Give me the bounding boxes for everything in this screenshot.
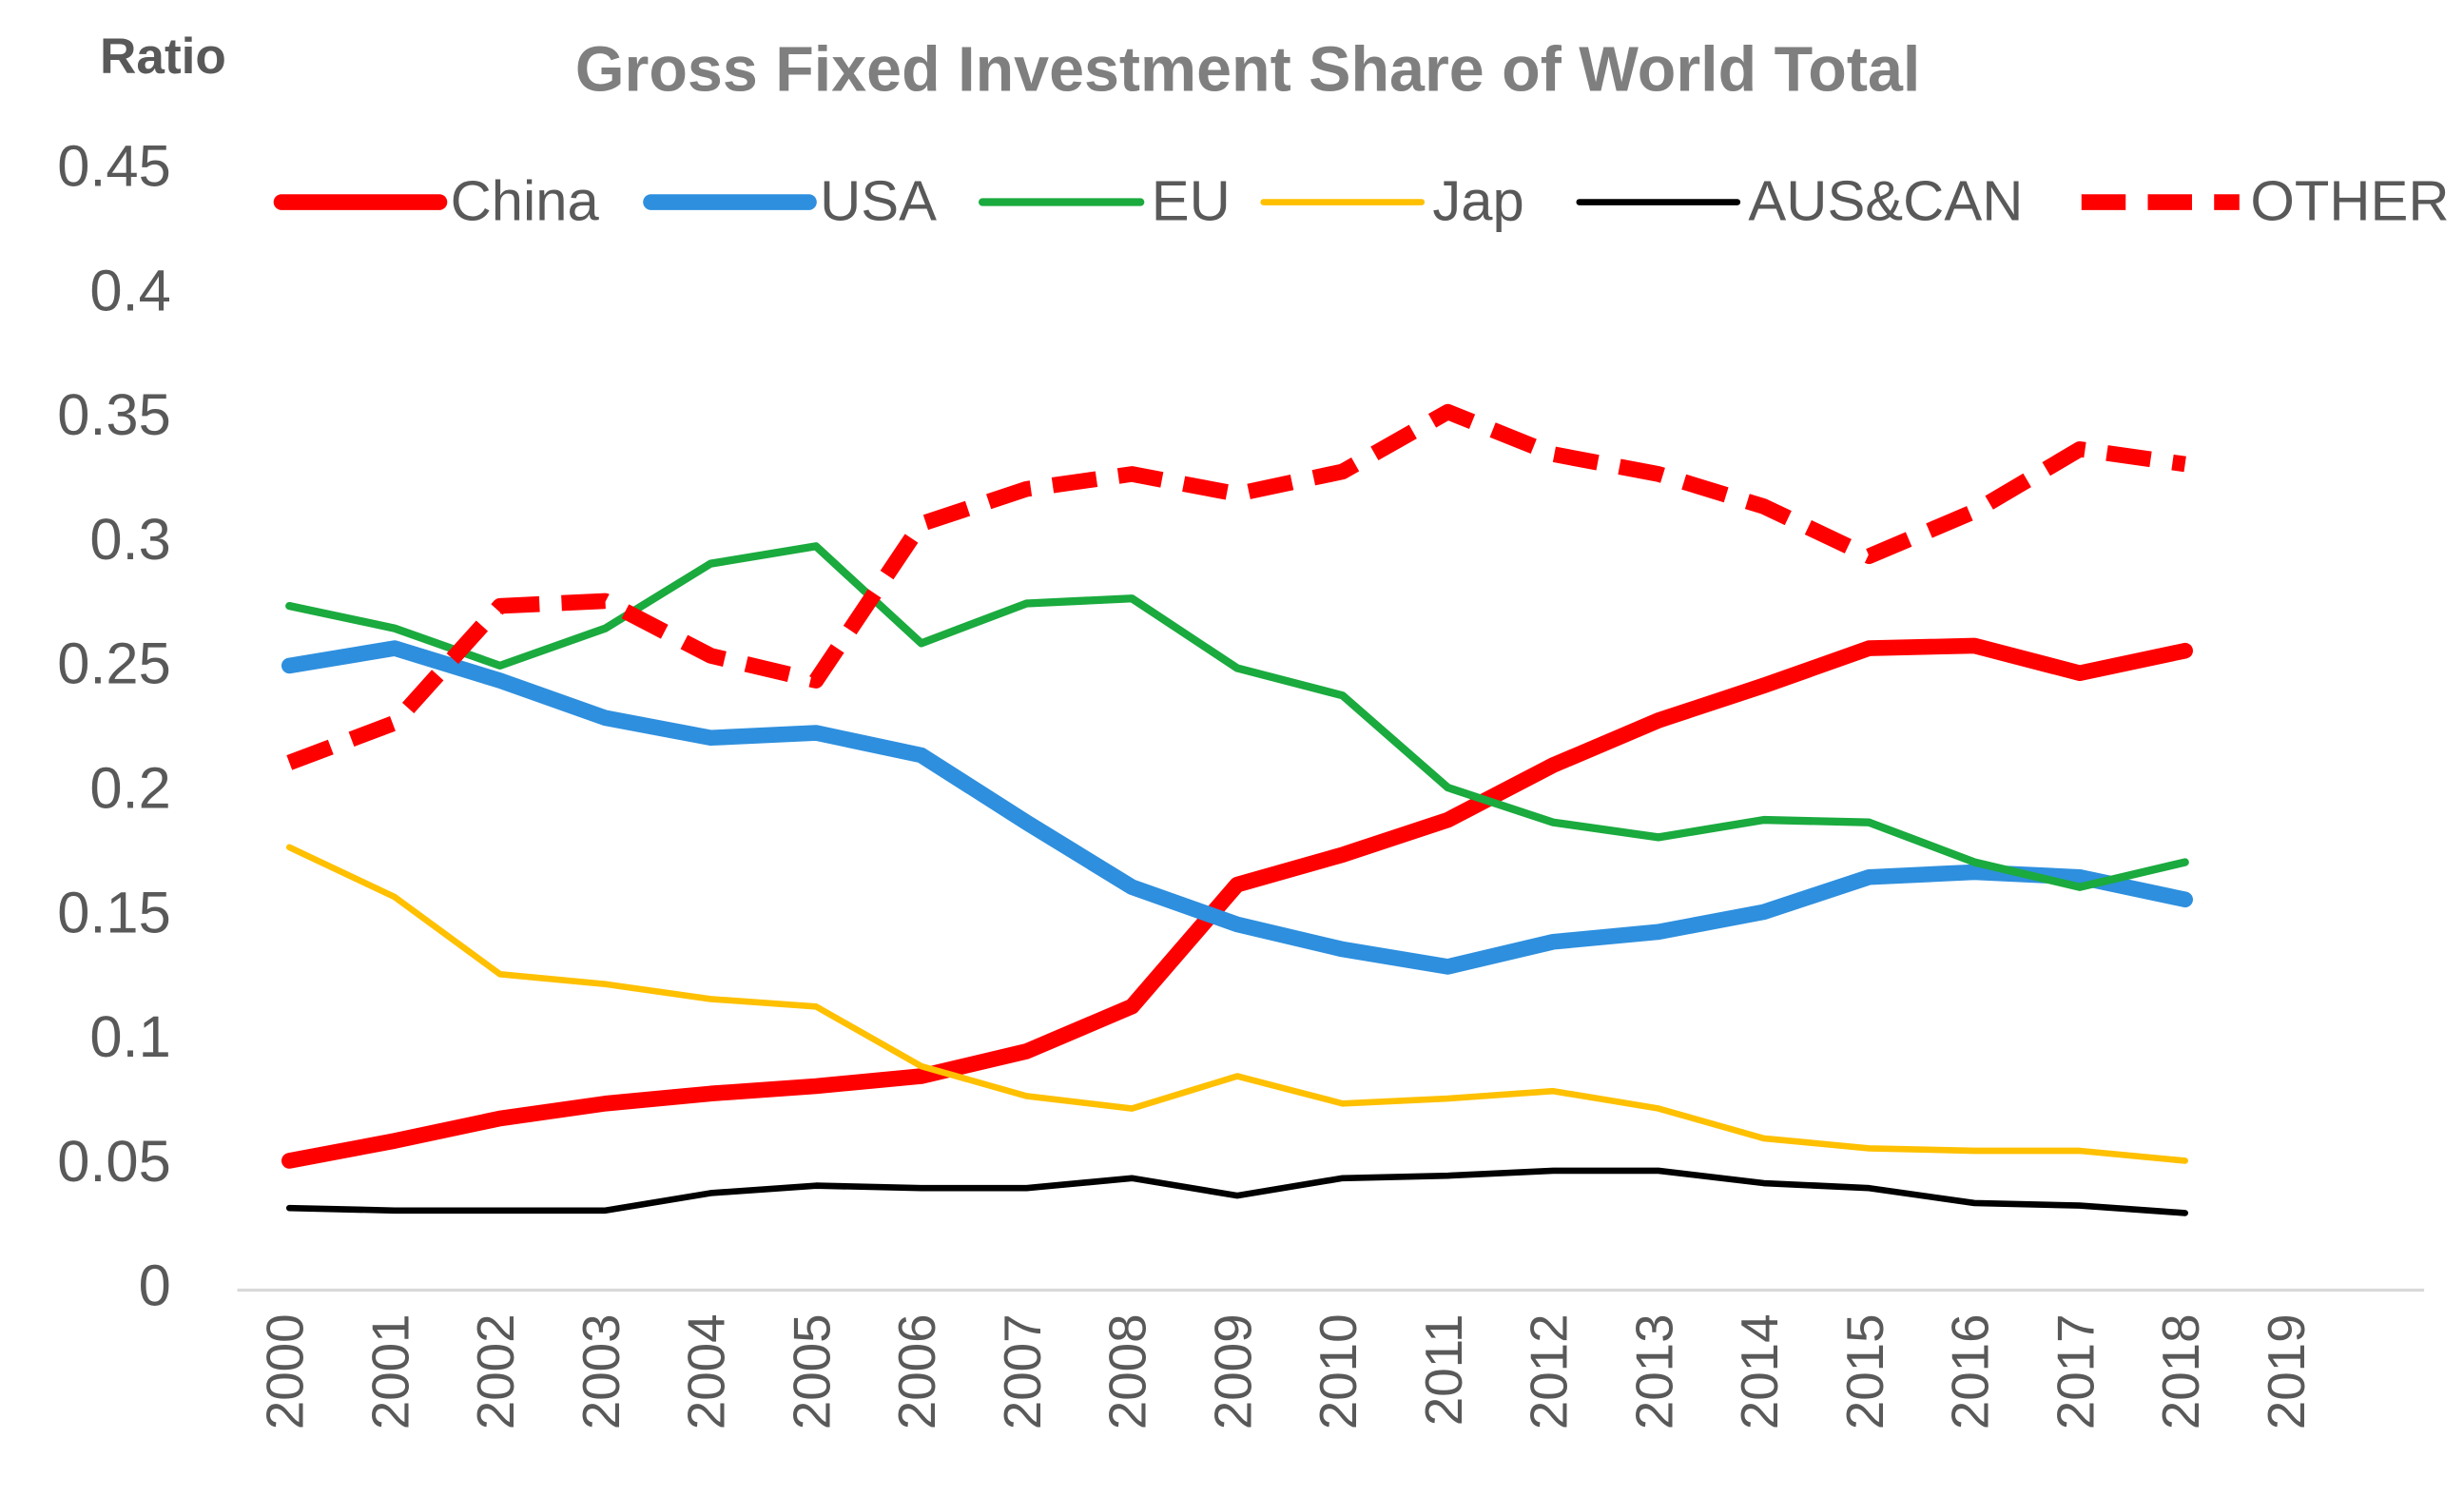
- y-tick-label: 0: [139, 1254, 171, 1319]
- y-tick-label: 0.1: [89, 1004, 170, 1070]
- x-tick-label: 2004: [677, 1313, 736, 1429]
- x-tick-label: 2009: [1203, 1313, 1262, 1429]
- x-tick-label: 2018: [2151, 1313, 2210, 1429]
- series-line: [285, 542, 2189, 891]
- y-tick-label: 0.05: [57, 1129, 171, 1195]
- y-tick-label: 0.45: [57, 134, 171, 200]
- series-line: [285, 844, 2189, 1164]
- legend-label: AUS&CAN: [1748, 169, 2023, 233]
- y-tick-label: 0.3: [89, 507, 170, 573]
- series-line: [281, 640, 2193, 975]
- x-tick-label: 2015: [1835, 1313, 1894, 1429]
- x-tick-label: 2008: [1098, 1313, 1157, 1429]
- legend-label: USA: [820, 169, 937, 233]
- legend-label: Jap: [1432, 169, 1523, 233]
- y-tick-label: 0.2: [89, 756, 170, 822]
- series-line: [286, 403, 2186, 770]
- x-tick-label: 2005: [782, 1313, 841, 1429]
- series-line: [285, 1167, 2189, 1216]
- y-tick-label: 0.25: [57, 632, 171, 697]
- chart-title: Gross Fixed Investment Share of World To…: [575, 35, 1920, 106]
- series-line: [281, 637, 2193, 1169]
- x-tick-label: 2011: [1414, 1313, 1473, 1426]
- y-tick-label: 0.15: [57, 880, 171, 945]
- x-tick-label: 2019: [2257, 1313, 2316, 1429]
- x-tick-label: 2006: [887, 1313, 946, 1429]
- y-tick-label: 0.35: [57, 382, 171, 448]
- x-tick-label: 2000: [256, 1313, 315, 1429]
- x-tick-label: 2017: [2046, 1313, 2105, 1429]
- legend-label: China: [451, 169, 600, 233]
- x-tick-label: 2012: [1520, 1313, 1579, 1429]
- x-tick-label: 2013: [1624, 1313, 1683, 1429]
- x-tick-label: 2007: [993, 1313, 1052, 1429]
- x-tick-label: 2016: [1941, 1313, 2000, 1429]
- x-tick-label: 2001: [360, 1313, 419, 1429]
- y-tick-label: 0.4: [89, 258, 170, 323]
- x-tick-label: 2014: [1730, 1313, 1789, 1429]
- x-tick-label: 2002: [466, 1313, 525, 1429]
- x-tick-label: 2003: [572, 1313, 631, 1429]
- legend-label: EU: [1152, 169, 1231, 233]
- x-tick-label: 2010: [1309, 1313, 1368, 1429]
- legend-label: OTHER: [2250, 169, 2449, 233]
- y-axis-label: Ratio: [100, 29, 226, 85]
